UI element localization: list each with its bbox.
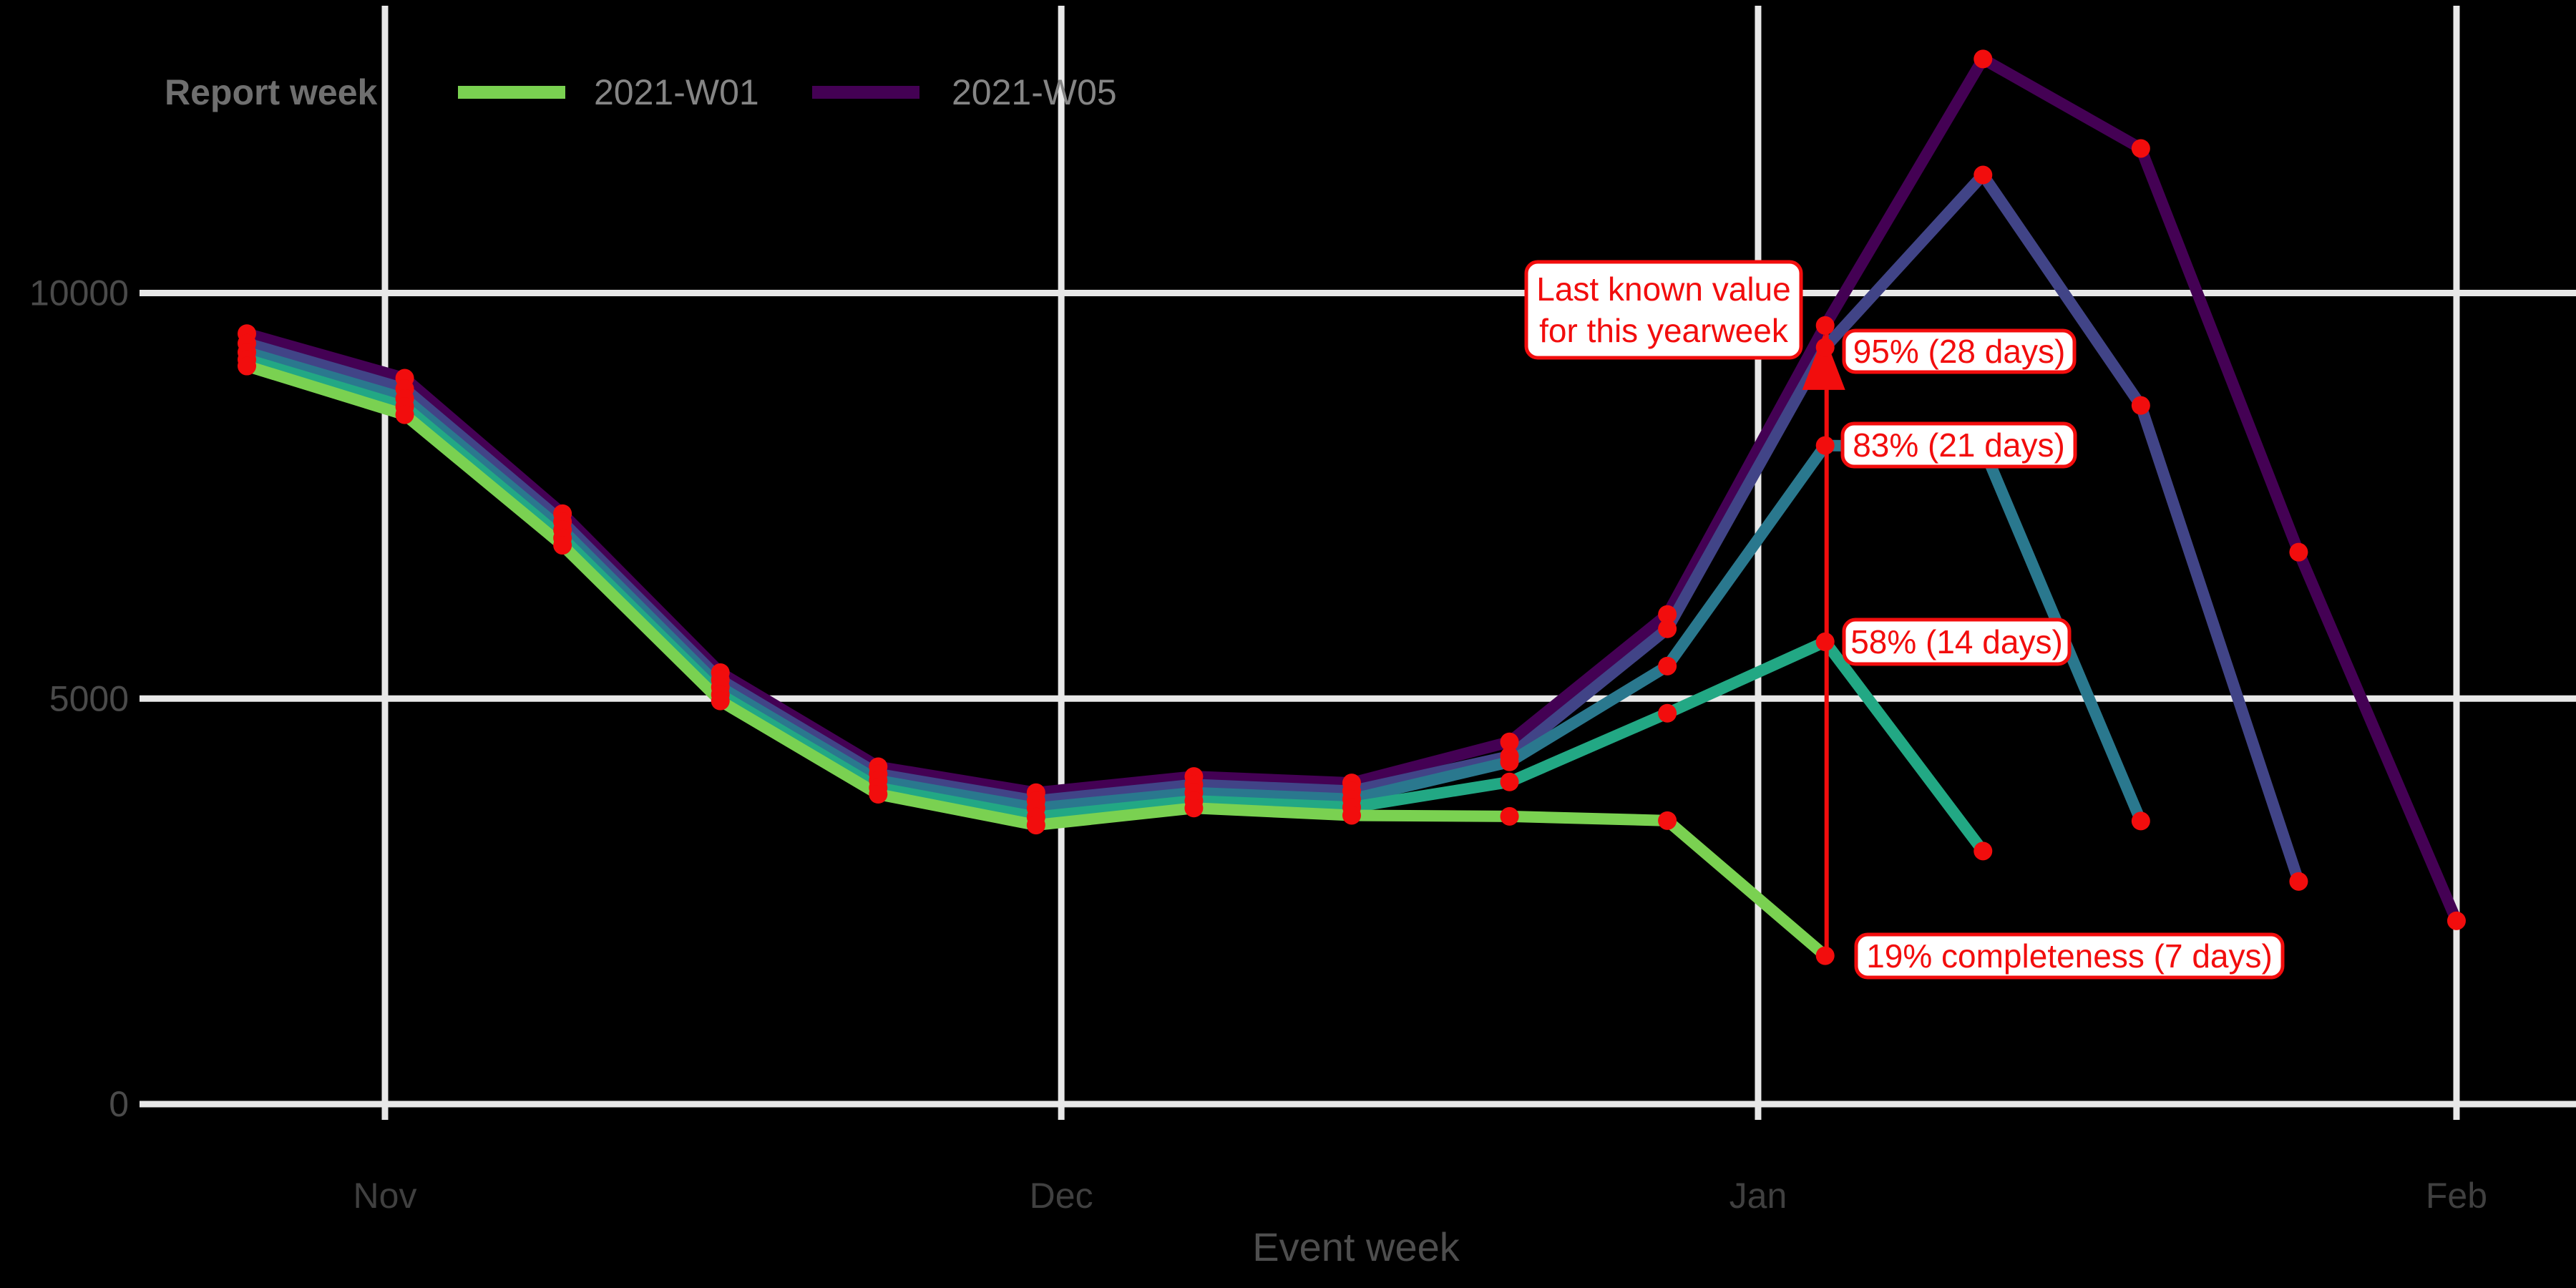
y-tick-label-10000: 10000: [29, 273, 129, 313]
data-point-dot: [395, 405, 414, 424]
data-point-dot: [2289, 872, 2308, 891]
annotation-label: 58% (14 days): [1850, 623, 2063, 660]
x-tick-label-Feb: Feb: [2426, 1176, 2487, 1216]
annotation-box: [1524, 260, 1803, 360]
annotation-box: [1840, 421, 2077, 469]
data-point-dot: [869, 785, 888, 804]
data-point-dots: [238, 49, 2466, 965]
data-point-dot: [1658, 703, 1677, 723]
x-axis-title: Event week: [1252, 1224, 1460, 1269]
data-point-dot: [2131, 811, 2150, 831]
x-tick-label-Dec: Dec: [1030, 1176, 1093, 1216]
annotation-label: for this yearweek: [1539, 312, 1789, 349]
annotation-label: Last known value: [1536, 270, 1790, 308]
y-axis-labels: 0 5000 10000: [29, 273, 129, 1124]
data-point-dot: [1342, 806, 1361, 825]
data-point-dot: [1974, 165, 1993, 185]
data-point-dot: [2131, 396, 2150, 415]
data-point-dot: [1184, 799, 1204, 818]
annotation-completeness-83: 83% (21 days): [1840, 421, 2077, 469]
annotation-arrow-icon: [1802, 333, 1845, 390]
gridlines: [140, 6, 2576, 1120]
data-point-dot: [1815, 338, 1835, 357]
annotation-label: 19% completeness (7 days): [1866, 937, 2273, 975]
data-point-dot: [1974, 49, 1993, 69]
annotation-box: [1854, 932, 2285, 980]
annotation-completeness-95: 95% (28 days): [1842, 328, 2077, 374]
x-tick-label-Nov: Nov: [353, 1176, 417, 1216]
legend: Report week 2021-W01 2021-W05: [165, 72, 1117, 112]
data-point-dot: [1500, 732, 1519, 751]
data-point-dot: [238, 356, 256, 376]
legend-label-2021-W05: 2021-W05: [952, 72, 1117, 112]
annotation-completeness-19: 19% completeness (7 days): [1854, 932, 2285, 980]
x-axis-labels: Nov Dec Jan Feb: [353, 1176, 2488, 1216]
legend-label-2021-W01: 2021-W01: [594, 72, 759, 112]
data-point-dot: [2446, 911, 2466, 930]
annotation-last-known-value: Last known value for this yearweek: [1524, 260, 1803, 360]
x-tick-label-Jan: Jan: [1729, 1176, 1787, 1216]
data-point-dot: [1658, 619, 1677, 638]
legend-title: Report week: [165, 72, 378, 112]
data-point-dot: [1500, 806, 1519, 826]
annotation-box: [1842, 328, 2077, 374]
data-point-dot: [711, 691, 730, 711]
data-point-dot: [1815, 316, 1835, 335]
data-point-dot: [1815, 632, 1835, 651]
data-point-dot: [2131, 139, 2150, 158]
data-point-dot: [1974, 841, 1993, 861]
data-point-dot: [1500, 772, 1519, 791]
data-point-dot: [1026, 816, 1045, 835]
annotation-label: 83% (21 days): [1853, 426, 2065, 464]
data-point-dot: [1500, 752, 1519, 771]
data-point-dot: [553, 536, 572, 555]
data-point-dot: [1658, 605, 1677, 624]
data-point-dot: [1815, 946, 1835, 965]
series-line-2021-W02: [241, 353, 1989, 857]
y-tick-label-5000: 5000: [49, 678, 129, 718]
annotation-completeness-58: 58% (14 days): [1842, 618, 2072, 666]
annotations: Last known value for this yearweek 95% (28…: [1524, 260, 2285, 980]
data-point-dot: [1658, 656, 1677, 675]
annotation-box: [1842, 618, 2072, 666]
annotation-label: 95% (28 days): [1853, 333, 2066, 370]
data-point-dot: [2289, 542, 2308, 562]
y-tick-label-0: 0: [109, 1084, 129, 1124]
data-point-dot: [1815, 436, 1835, 455]
data-point-dot: [1658, 811, 1677, 830]
